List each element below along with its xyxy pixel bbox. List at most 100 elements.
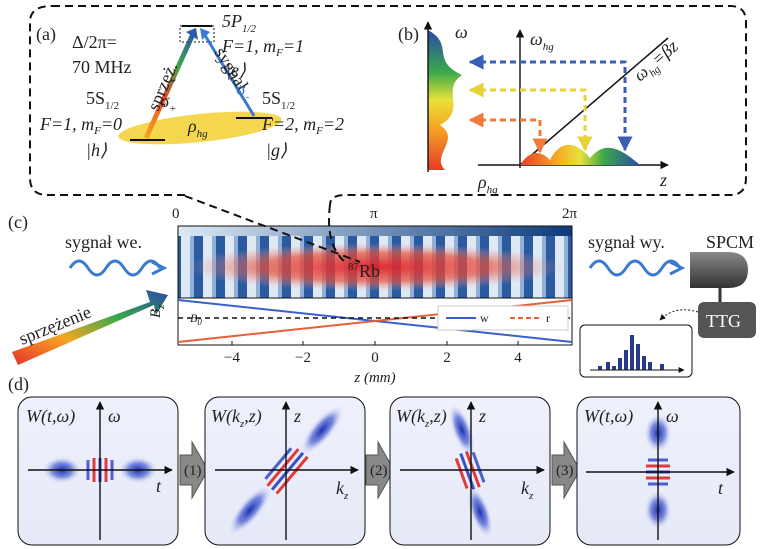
wigner-plot xyxy=(389,396,551,546)
map-arrow-orange xyxy=(468,112,548,154)
data-link xyxy=(659,309,699,321)
vertical-label: z xyxy=(293,406,301,426)
text: F xyxy=(315,125,323,137)
tagger xyxy=(698,302,756,338)
interference xyxy=(471,451,486,483)
text: 1/2 xyxy=(242,23,257,35)
text: 5S xyxy=(262,88,281,108)
excited-name: 5P1/2 xyxy=(222,11,257,35)
phase-bar xyxy=(178,226,572,236)
input-wave xyxy=(68,259,162,277)
coupling-arrowhead xyxy=(186,28,198,40)
panel-label: (d) xyxy=(8,374,29,395)
text: 5S xyxy=(86,88,105,108)
text: =βz xyxy=(647,36,681,70)
step-arrows xyxy=(179,440,581,500)
text: F xyxy=(275,47,283,59)
text: 0 xyxy=(197,317,202,327)
text: 87 xyxy=(348,261,360,273)
phase-tick: 2π xyxy=(562,206,578,222)
legend-label: r xyxy=(546,311,550,325)
z-tick-label: −4 xyxy=(224,350,240,366)
z-ticks xyxy=(231,341,519,345)
step-arrows xyxy=(365,440,395,500)
horizontal-label: kz xyxy=(336,478,349,502)
panel-a: (a) Δ/2π= 70 MHz 5P1/2 F=1, mF=1 |e⟩ spr… xyxy=(36,11,344,160)
text: ω xyxy=(530,29,543,49)
text: Rb xyxy=(359,261,380,281)
coupling-beam xyxy=(143,32,196,140)
blob xyxy=(448,403,476,457)
z-tick-label: 2 xyxy=(443,350,451,366)
histogram xyxy=(624,350,628,370)
coupling-arrow xyxy=(12,290,168,365)
map-arrow-yellow xyxy=(468,82,593,152)
plot-title: W(t,ω) xyxy=(26,406,75,427)
text: 5P xyxy=(222,11,242,31)
horizontal-label: t xyxy=(156,476,162,496)
signal-arrowhead xyxy=(200,28,210,40)
text: 1/2 xyxy=(105,100,119,112)
plot-title: W(kz,z) xyxy=(396,406,447,430)
signal-beam xyxy=(201,31,256,117)
horizontal-label: t xyxy=(718,478,724,498)
step-arrows xyxy=(551,440,581,500)
omega-label: ω xyxy=(455,22,468,42)
text: k xyxy=(521,478,530,498)
z-tick-label: −2 xyxy=(295,350,311,366)
text: ρ xyxy=(187,116,197,136)
text: z xyxy=(343,490,349,502)
text: =1 xyxy=(283,36,304,56)
legend-label: w xyxy=(480,311,489,325)
histogram xyxy=(660,364,664,370)
histogram xyxy=(630,335,634,370)
z-tick-label: 4 xyxy=(514,350,522,366)
sigma-plus: σ+ xyxy=(160,91,176,115)
panel-label: (a) xyxy=(36,24,56,45)
vertical-label: ω xyxy=(108,406,121,426)
text: - xyxy=(246,91,250,103)
histogram xyxy=(612,366,616,370)
spatial-distribution xyxy=(520,144,640,165)
panel-c: (c) 0 π 2π 87Rb sygnał we. sprzężenie sy… xyxy=(8,195,756,386)
detector-label: SPCM xyxy=(706,232,754,252)
sigma-minus: σ- xyxy=(236,79,250,103)
ket-e: |e⟩ xyxy=(226,60,246,80)
detuning-value: 70 MHz xyxy=(72,57,132,77)
output-arrow xyxy=(669,260,686,276)
text: ρ xyxy=(477,172,487,192)
excited-qn: F=1, mF=1 xyxy=(221,36,304,59)
interference xyxy=(264,447,309,495)
histogram xyxy=(606,362,610,370)
step-label: (2) xyxy=(370,463,388,479)
histogram xyxy=(618,358,622,370)
atom-label: 87Rb xyxy=(348,261,380,281)
horizontal-label: kz xyxy=(521,478,534,502)
text: ,z) xyxy=(429,406,447,427)
text: =2 xyxy=(323,114,344,134)
step-label: (3) xyxy=(556,463,574,479)
text: B xyxy=(190,311,198,325)
step-arrows xyxy=(179,440,209,500)
text: z xyxy=(155,304,167,310)
state-h-name: 5S1/2 xyxy=(86,88,119,112)
text: B xyxy=(148,309,164,318)
text: z xyxy=(424,418,430,430)
detuning: Δ/2π= xyxy=(72,32,117,52)
text: hg xyxy=(197,128,209,140)
zoom-line xyxy=(328,204,346,263)
linear-map xyxy=(519,37,669,166)
ket-h: |h⟩ xyxy=(86,140,107,160)
interference xyxy=(264,447,293,480)
vertical-label: ω xyxy=(666,406,679,426)
histogram xyxy=(648,362,652,370)
y-axis-label: ωhg xyxy=(530,29,554,53)
phase-tick: π xyxy=(370,206,378,222)
interference xyxy=(266,448,300,487)
output-wave xyxy=(588,259,682,277)
phase-tick: 0 xyxy=(172,206,180,222)
dashed-frame xyxy=(29,5,747,206)
interference xyxy=(270,451,305,491)
